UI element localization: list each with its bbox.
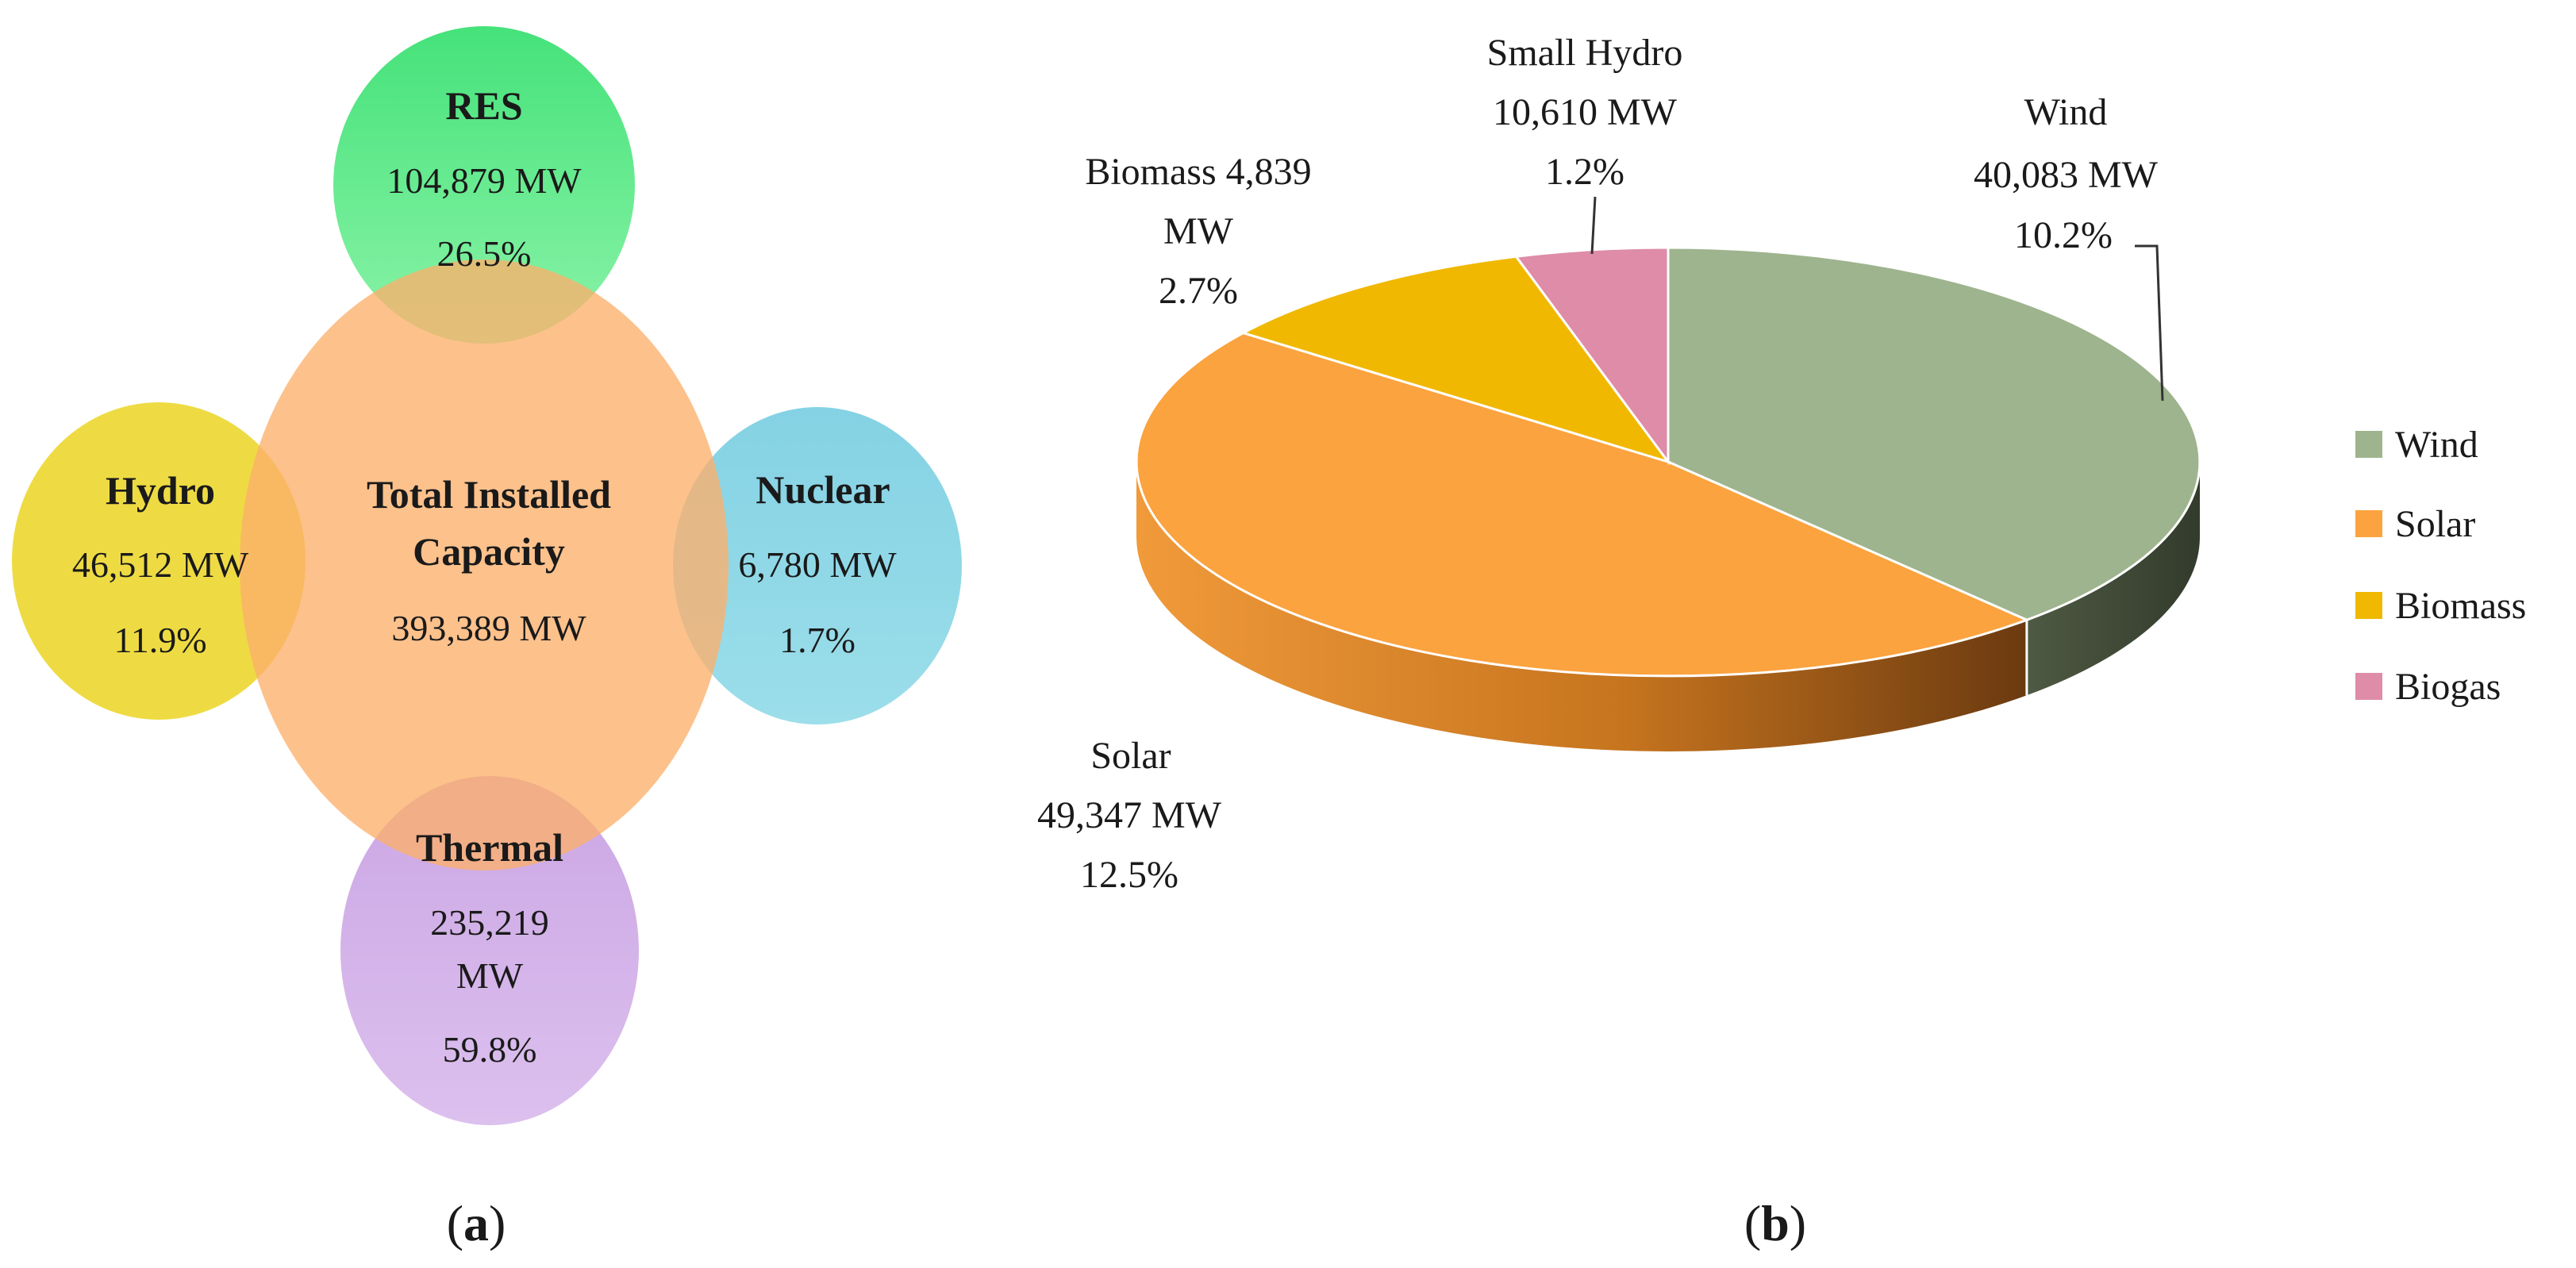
total-capacity-value: 393,389 MW <box>391 608 586 648</box>
hydro-value: 46,512 MW <box>72 544 249 585</box>
panel-a-letter: a <box>463 1195 489 1251</box>
legend-item-wind[interactable]: Wind <box>2355 424 2478 466</box>
thermal-label: Thermal <box>416 825 563 870</box>
small-hydro-label: Small Hydro <box>1487 32 1683 74</box>
legend-item-biomass[interactable]: Biomass <box>2355 585 2526 627</box>
legend-swatch-biogas <box>2355 673 2382 700</box>
wind-leader-line <box>2135 244 2164 402</box>
legend-swatch-solar <box>2355 510 2382 537</box>
legend-item-solar[interactable]: Solar <box>2355 503 2475 545</box>
legend-label-biomass: Biomass <box>2395 585 2526 627</box>
thermal-value-line2: MW <box>456 955 524 996</box>
hydro-label: Hydro <box>106 468 215 513</box>
solar-label: Solar <box>1090 735 1171 777</box>
pie-chart: Wind 40,083 MW 10.2% Small Hydro 10,610 … <box>1037 32 2526 1251</box>
legend-item-biogas[interactable]: Biogas <box>2355 666 2501 708</box>
thermal-value-line1: 235,219 <box>430 902 549 943</box>
biomass-percent: 2.7% <box>1159 270 1238 312</box>
thermal-percent: 59.8% <box>443 1029 537 1070</box>
hydro-percent: 11.9% <box>113 620 206 660</box>
small-hydro-leader-line <box>1590 196 1597 255</box>
panel-b-letter: b <box>1761 1195 1790 1251</box>
panel-b-label: (b) <box>1744 1195 1806 1251</box>
hydro-circle <box>12 402 306 720</box>
nuclear-percent: 1.7% <box>779 620 855 660</box>
nuclear-label: Nuclear <box>755 467 890 512</box>
panel-a-label: (a) <box>447 1195 506 1251</box>
res-percent: 26.5% <box>437 233 532 274</box>
biomass-value: MW <box>1163 210 1234 252</box>
res-circle <box>333 26 635 344</box>
small-hydro-value: 10,610 MW <box>1493 91 1678 133</box>
legend-label-wind: Wind <box>2395 424 2478 466</box>
res-value: 104,879 MW <box>386 160 582 201</box>
legend-label-solar: Solar <box>2395 503 2475 545</box>
total-capacity-title-line2: Capacity <box>413 529 565 574</box>
total-capacity-circle <box>240 259 729 870</box>
pie-slice-wind[interactable] <box>1667 246 2201 621</box>
legend-label-biogas: Biogas <box>2395 666 2501 708</box>
small-hydro-percent: 1.2% <box>1545 151 1624 193</box>
pie-slice-biomass[interactable] <box>1240 255 1671 464</box>
solar-value: 49,347 MW <box>1037 794 1222 836</box>
nuclear-value: 6,780 MW <box>738 544 897 585</box>
biomass-label: Biomass 4,839 <box>1085 151 1311 193</box>
thermal-circle <box>340 776 639 1125</box>
pie-side-solar <box>1136 462 2027 751</box>
legend: Wind Solar Biomass Biogas <box>2355 424 2526 708</box>
legend-swatch-wind <box>2355 431 2382 458</box>
nuclear-circle <box>673 407 962 724</box>
total-capacity-title-line1: Total Installed <box>367 472 611 517</box>
res-label: RES <box>445 83 522 128</box>
pie-slice-solar[interactable] <box>1135 331 2030 678</box>
wind-label: Wind <box>2024 91 2108 133</box>
legend-swatch-biomass <box>2355 592 2382 619</box>
solar-percent: 12.5% <box>1080 854 1178 896</box>
wind-percent: 10.2% <box>2014 214 2113 256</box>
venn-diagram: RES 104,879 MW 26.5% Hydro 46,512 MW 11.… <box>12 26 962 1251</box>
pie-side-wind <box>2026 462 2200 696</box>
wind-value: 40,083 MW <box>1974 154 2159 196</box>
